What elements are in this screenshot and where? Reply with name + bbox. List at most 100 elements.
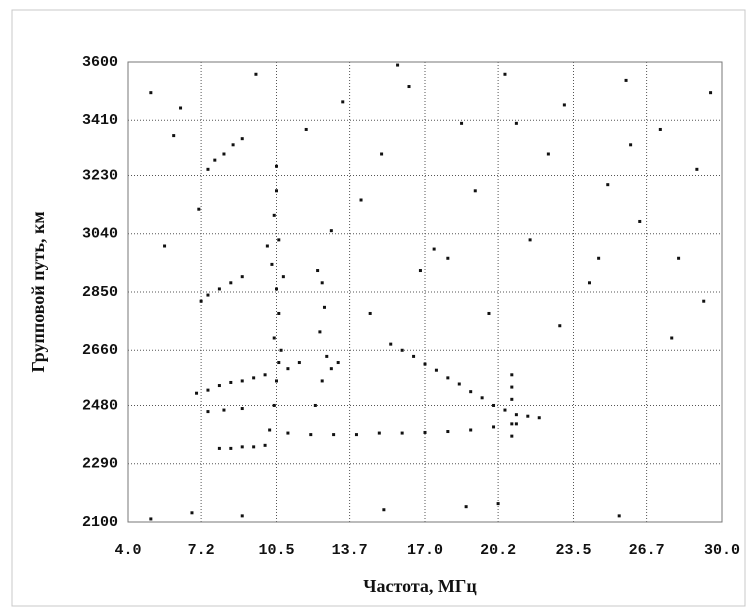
point <box>546 152 550 156</box>
point <box>240 407 244 411</box>
point <box>265 244 269 248</box>
point <box>163 244 167 248</box>
point <box>473 189 477 193</box>
point <box>460 121 464 125</box>
point <box>341 100 345 104</box>
point <box>240 137 244 141</box>
point <box>423 362 427 366</box>
x-tick-label: 26.7 <box>629 542 665 559</box>
point <box>190 511 194 515</box>
y-tick-label: 2850 <box>82 284 118 301</box>
point <box>275 189 278 193</box>
point <box>268 428 272 432</box>
point <box>275 379 278 383</box>
x-tick-label: 17.0 <box>407 542 443 559</box>
y-tick-label: 2480 <box>82 397 118 414</box>
point <box>222 152 226 156</box>
x-tick-label: 7.2 <box>188 542 215 559</box>
point <box>558 324 562 328</box>
point <box>222 408 226 412</box>
point <box>277 361 281 365</box>
point <box>206 293 210 297</box>
point <box>172 134 176 138</box>
point <box>263 443 267 447</box>
point <box>206 410 210 414</box>
point <box>510 434 514 438</box>
frame <box>11 9 746 607</box>
point <box>510 397 514 401</box>
point <box>281 275 285 279</box>
point <box>400 348 404 352</box>
point <box>252 376 256 380</box>
y-tick-label: 2290 <box>82 456 118 473</box>
point <box>446 376 450 380</box>
point <box>217 446 221 450</box>
point <box>297 361 301 365</box>
point <box>446 430 450 434</box>
point <box>638 219 642 223</box>
point <box>510 385 514 389</box>
point <box>480 396 484 400</box>
point <box>677 256 681 260</box>
point <box>270 262 274 266</box>
point <box>368 311 372 315</box>
y-tick-label: 3600 <box>82 54 118 71</box>
point <box>526 414 530 418</box>
point <box>195 391 199 395</box>
point <box>514 413 518 417</box>
point <box>199 299 203 303</box>
point <box>658 127 662 131</box>
x-tick-label: 10.5 <box>258 542 294 559</box>
point <box>380 152 384 156</box>
point <box>624 78 628 82</box>
point <box>469 428 473 432</box>
x-axis-label: Частота, МГц <box>363 576 477 596</box>
point <box>354 433 358 437</box>
point <box>206 388 210 392</box>
x-tick-label: 4.0 <box>114 542 141 559</box>
point <box>263 373 267 377</box>
point <box>240 275 244 279</box>
point <box>272 213 276 217</box>
point <box>240 379 244 383</box>
point <box>457 382 461 386</box>
y-tick-label: 3230 <box>82 167 118 184</box>
point <box>229 281 233 285</box>
point <box>606 183 610 187</box>
point <box>252 445 256 449</box>
point <box>197 207 201 211</box>
point <box>412 354 416 358</box>
point <box>434 368 438 372</box>
point <box>206 167 210 171</box>
point <box>432 247 436 251</box>
point <box>597 256 601 260</box>
point <box>359 198 363 202</box>
point <box>377 431 381 435</box>
y-tick-label: 3040 <box>82 226 118 243</box>
point <box>423 430 427 434</box>
point <box>503 408 507 412</box>
point <box>316 269 320 273</box>
point <box>336 361 340 365</box>
point <box>492 425 496 429</box>
plot-border <box>127 61 723 523</box>
point <box>320 379 324 383</box>
point <box>325 354 329 358</box>
point <box>179 106 183 110</box>
point <box>304 127 308 131</box>
point <box>492 403 496 407</box>
point <box>229 446 233 450</box>
point <box>254 72 258 76</box>
point <box>587 281 591 285</box>
point <box>149 91 153 95</box>
point <box>213 158 217 162</box>
point <box>240 445 244 449</box>
point <box>313 403 317 407</box>
point <box>528 238 532 242</box>
point <box>277 238 281 242</box>
point <box>514 422 518 426</box>
point <box>272 403 276 407</box>
x-tick-label: 30.0 <box>704 542 740 559</box>
